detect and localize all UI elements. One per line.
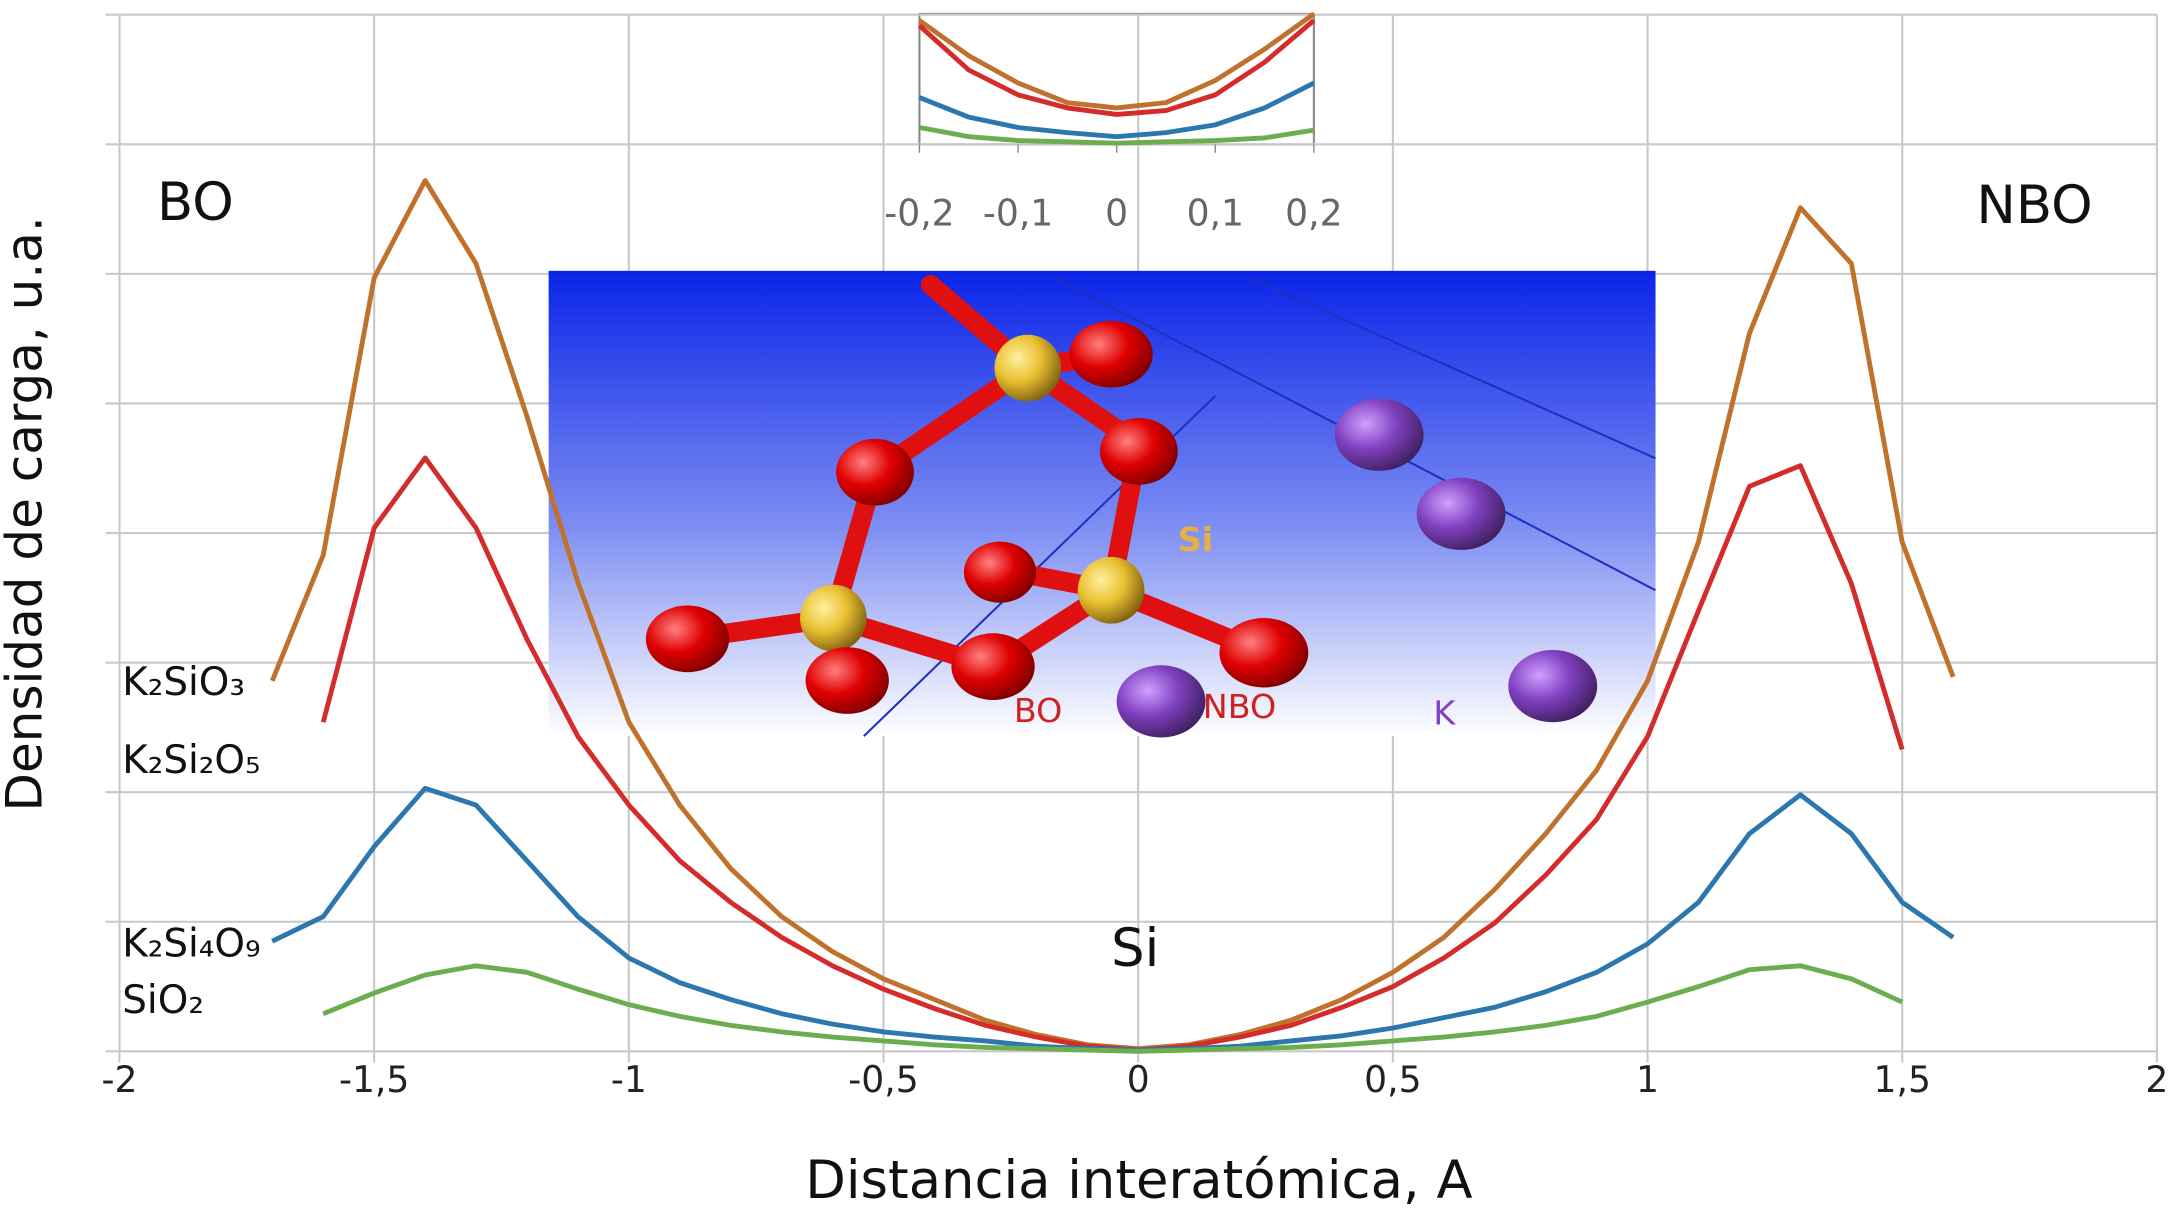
x-tick-label: 0 [1105,191,1128,234]
x-tick-label: -0,1 [983,191,1053,234]
image-label: Si [1178,520,1213,559]
annotation: NBO [1976,175,2092,236]
plot-1: -0,2 -0,1 0 0,1 0,2 [884,144,1343,234]
x-tick-label: 0,2 [1285,191,1342,234]
x-tick-label: -1,5 [339,1058,409,1101]
annotation: Si [1111,918,1159,979]
y-axis-label: Densidad de carga, u.a. [0,216,53,811]
legend-label: K₂Si₂O₅ [122,738,260,783]
x-tick-label: 2 [2145,1058,2168,1101]
series-line [918,80,1315,140]
annotation: BO [157,172,234,233]
series-line [919,125,1315,146]
molecule-image [548,270,1657,738]
inset-frame [918,12,1315,146]
legend-label: SiO₂ [122,978,204,1023]
image-label: K [1433,694,1456,733]
x-tick-label: -0,5 [848,1058,918,1101]
x-axis-label: Distancia interatómica, A [805,1150,1472,1211]
series-line [322,963,1904,1054]
x-tick-label: -0,2 [884,191,954,234]
image-label: BO [1014,691,1063,730]
x-tick-label: 1,5 [1874,1058,1931,1101]
x-tick-label: 0,5 [1364,1058,1421,1101]
series-line [917,18,1316,117]
x-tick-label: 0 [1127,1058,1150,1101]
x-tick-label: 0,1 [1187,191,1244,234]
x-tick-label: -2 [101,1058,137,1101]
legend-label: K₂Si₄O₉ [122,921,260,966]
image-label: NBO [1203,687,1276,726]
x-tick-label: 1 [1636,1058,1659,1101]
x-tick-label: -1 [611,1058,647,1101]
legend-label: K₂SiO₃ [122,660,245,705]
series-line [918,11,1316,111]
